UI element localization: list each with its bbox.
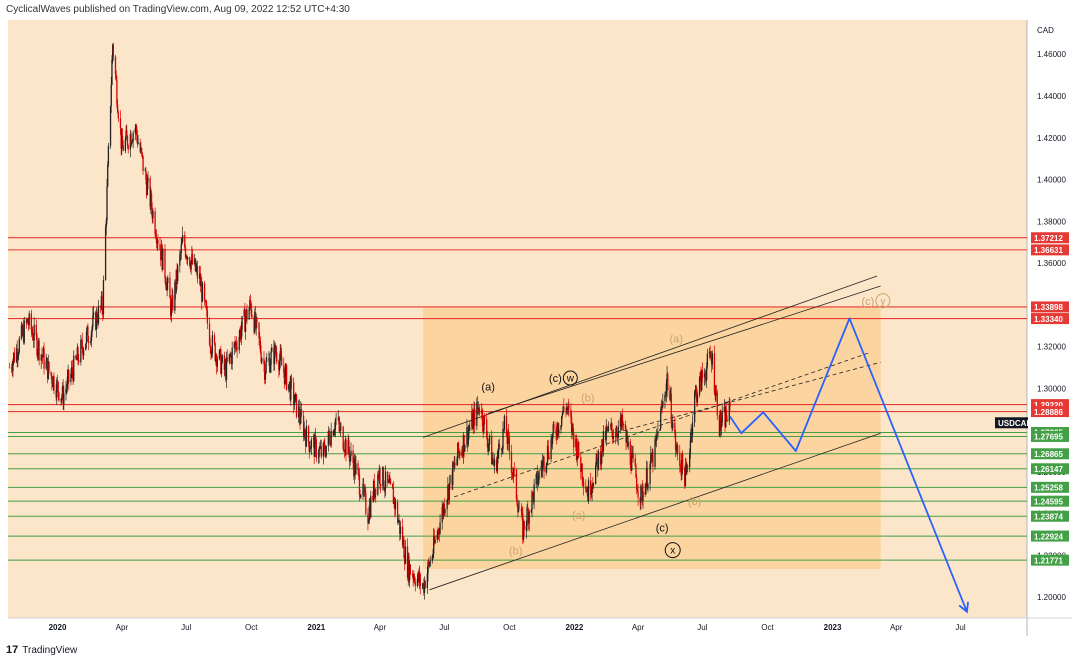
- projection-path: [729, 317, 968, 613]
- support-price-tag-label: 1.26147: [1034, 465, 1063, 474]
- wave-label: (b): [581, 392, 594, 404]
- symbol-price-tag: [995, 417, 1028, 429]
- time-tick-label: 2020: [49, 623, 67, 632]
- resistance-price-tag-label: 1.33898: [1034, 303, 1063, 312]
- price-tick-label: 1.36000: [1037, 259, 1066, 268]
- time-tick-label: Jul: [955, 623, 965, 632]
- price-tick-label: 1.46000: [1037, 50, 1066, 59]
- price-tick-label: 1.42000: [1037, 134, 1066, 143]
- time-tick-label: Jul: [181, 623, 191, 632]
- resistance-price-tag: [1031, 232, 1069, 244]
- price-tick-label: 1.40000: [1037, 176, 1066, 185]
- time-tick-label: Oct: [503, 623, 516, 632]
- time-tick-label: Jul: [697, 623, 707, 632]
- channel-line: [488, 285, 881, 414]
- resistance-price-tag: [1031, 244, 1069, 256]
- price-tick-label: 1.38000: [1037, 217, 1066, 226]
- support-price-tag-label: 1.26865: [1034, 450, 1063, 459]
- support-price-tag-label: 1.27695: [1034, 433, 1063, 442]
- support-price-tag: [1031, 510, 1069, 522]
- resistance-price-tag: [1031, 301, 1069, 313]
- time-tick-label: Oct: [245, 623, 258, 632]
- support-price-tag-label: 1.25258: [1034, 484, 1063, 493]
- time-tick-label: Apr: [632, 623, 645, 632]
- wave-label: (c): [549, 373, 562, 385]
- wave-label: (c): [861, 296, 874, 308]
- resistance-price-tag-label: 1.28886: [1034, 408, 1063, 417]
- time-tick-label: Apr: [374, 623, 387, 632]
- wave-label: x: [670, 546, 675, 557]
- support-price-tag: [1031, 463, 1069, 475]
- support-price-tag-label: 1.23874: [1034, 512, 1063, 521]
- tradingview-logo-icon: 17: [6, 644, 19, 656]
- support-price-tag: [1031, 481, 1069, 493]
- channel-zone: [423, 306, 881, 569]
- resistance-price-tag: [1031, 399, 1069, 411]
- time-tick-label: Oct: [761, 623, 774, 632]
- tradingview-brand: TradingView: [22, 644, 78, 656]
- wave-label: (a): [670, 333, 683, 345]
- support-price-tag: [1031, 554, 1069, 566]
- support-price-tag-label: 1.24595: [1034, 497, 1063, 506]
- support-price-tag: [1031, 430, 1069, 442]
- wave-circle: [875, 293, 891, 309]
- time-tick-label: 2021: [307, 623, 325, 632]
- wave-label: (b): [688, 496, 701, 508]
- resistance-price-tag-label: 1.29220: [1034, 401, 1063, 410]
- channel-line: [422, 275, 878, 438]
- tradingview-footer: 17 TradingView: [6, 644, 77, 656]
- time-tick-label: Apr: [116, 623, 129, 632]
- time-tick-label: Apr: [890, 623, 903, 632]
- price-tick-label: 1.32000: [1037, 343, 1066, 352]
- resistance-price-tag: [1031, 406, 1069, 418]
- candles: [8, 42, 731, 600]
- wave-circle: [664, 542, 681, 559]
- support-price-tag-label: 1.22924: [1034, 532, 1063, 541]
- resistance-price-tag-label: 1.33340: [1034, 315, 1063, 324]
- wave-label: (a): [572, 510, 585, 522]
- wave-label: w: [566, 374, 575, 385]
- resistance-price-tag: [1031, 313, 1069, 325]
- wave-circle: [562, 370, 578, 386]
- currency-label: CAD: [1037, 26, 1054, 35]
- time-tick-label: Jul: [439, 623, 449, 632]
- price-tick-label: 1.44000: [1037, 92, 1066, 101]
- price-tick-label: 1.30000: [1037, 384, 1066, 393]
- publish-header: CyclicalWaves published on TradingView.c…: [6, 4, 350, 15]
- support-price-tag: [1031, 448, 1069, 460]
- support-price-tag: [1031, 530, 1069, 542]
- price-tick-label: 1.20000: [1037, 593, 1066, 602]
- time-tick-label: 2023: [824, 623, 842, 632]
- wave-label: (c): [656, 522, 669, 534]
- support-price-tag: [1031, 495, 1069, 507]
- wave-label: y: [880, 296, 885, 307]
- wave-label: (b): [509, 545, 522, 557]
- support-price-tag-label: 1.21771: [1034, 556, 1063, 565]
- symbol-price-tag-label: USDCAD: [998, 419, 1032, 428]
- wave-label: (a): [481, 381, 494, 393]
- resistance-price-tag-label: 1.36631: [1034, 246, 1063, 255]
- channel-line: [429, 432, 881, 591]
- resistance-price-tag-label: 1.37212: [1034, 234, 1063, 243]
- time-tick-label: 2022: [566, 623, 584, 632]
- projection-arrowhead: [958, 601, 969, 614]
